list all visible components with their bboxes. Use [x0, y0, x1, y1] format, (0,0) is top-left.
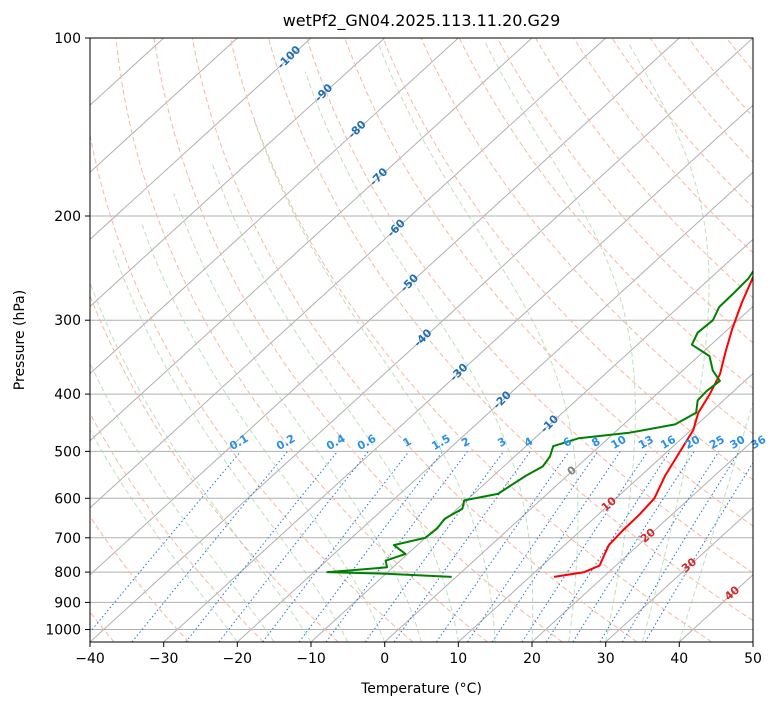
y-tick-label: 600: [54, 491, 81, 507]
mixing-ratio-line: [185, 451, 338, 642]
dry-adiabat-line: [535, 38, 753, 299]
y-tick-label: 900: [54, 595, 81, 611]
dry-adiabat-line: [191, 38, 638, 642]
mixing-ratio-line: [393, 451, 531, 642]
isotherm-line: [90, 38, 753, 642]
y-axis-label: Pressure (hPa): [12, 290, 28, 390]
x-tick-label: 30: [597, 651, 615, 667]
y-tick-label: 500: [54, 444, 81, 460]
moist-adiabat-line: [141, 224, 386, 642]
dewpoint-profile-line: [326, 269, 753, 578]
x-tick-label: 50: [744, 651, 762, 667]
mixing-ratio-line: [218, 451, 369, 642]
y-tick-label: 200: [54, 209, 81, 225]
dry-adiabat-line: [458, 38, 753, 389]
x-tick-label: −30: [149, 651, 179, 667]
dry-adiabat-line: [115, 38, 488, 642]
moist-adiabat-line: [173, 193, 422, 642]
isotherm-line: [457, 372, 753, 642]
moist-adiabats: [90, 42, 753, 642]
y-tick-label: 1000: [45, 623, 81, 639]
moist-adiabat-line: [253, 120, 496, 642]
profile-series: [326, 269, 753, 578]
x-tick-label: 0: [380, 651, 389, 667]
y-axis-ticks: 100 200 300 400 500 600 700 800 900 1000: [45, 31, 90, 639]
isotherm-line: [163, 104, 753, 642]
moist-adiabat-line: [90, 428, 238, 642]
x-tick-label: −20: [223, 651, 253, 667]
mixing-ratio-line: [435, 451, 570, 642]
mixing-ratio-line: [131, 451, 288, 642]
plot-area: [90, 38, 753, 642]
x-axis-ticks: −40 −30 −20 −10 0 10 20 30 40 50: [75, 642, 762, 667]
isotherm-line: [90, 38, 459, 375]
dry-adiabat-line: [90, 515, 190, 642]
chart-title: wetPf2_GN04.2025.113.11.20.G29: [283, 11, 561, 31]
mixing-ratio-line: [364, 451, 505, 642]
x-tick-label: −10: [296, 651, 326, 667]
plot-frame: [89, 37, 754, 643]
isotherm-line: [90, 38, 312, 241]
mixing-ratio-line: [644, 461, 753, 642]
y-tick-label: 800: [54, 565, 81, 581]
dry-adiabat-line: [496, 38, 753, 344]
mixing-ratio-line: [90, 451, 242, 633]
moist-adiabat-line: [112, 249, 349, 642]
moist-adiabat-line: [377, 42, 579, 642]
isotherm-line: [605, 507, 753, 642]
moist-adiabat-line: [678, 400, 753, 642]
dry-adiabat-line: [306, 38, 753, 574]
x-tick-label: 40: [670, 651, 688, 667]
x-axis-label: Temperature (°C): [360, 681, 482, 697]
isotherm-line: [90, 38, 607, 509]
x-tick-label: 10: [449, 651, 467, 667]
dry-adiabat-line: [268, 38, 753, 622]
y-tick-label: 700: [54, 531, 81, 547]
mixing-ratio-line: [467, 451, 599, 642]
moist-adiabat-line: [304, 71, 534, 642]
dry-adiabats: [90, 38, 753, 642]
dry-adiabat-line: [90, 132, 414, 642]
isotherm-line: [90, 38, 533, 442]
y-tick-label: 300: [54, 313, 81, 329]
dry-adiabat-line: [382, 38, 753, 481]
mixing-ratio-line: [572, 451, 695, 642]
temperature-profile-line: [553, 274, 753, 578]
x-tick-label: 20: [523, 651, 541, 667]
mixing-ratio-line: [599, 451, 720, 642]
isotherm-line: [90, 38, 386, 308]
moist-adiabat-line: [90, 281, 312, 642]
y-tick-label: 400: [54, 387, 81, 403]
dry-adiabat-line: [229, 38, 712, 642]
isotherm-line: [384, 305, 753, 642]
dry-adiabat-line: [649, 38, 753, 164]
isotherm-line: [90, 38, 238, 173]
moist-adiabat-line: [627, 42, 710, 642]
moist-adiabat-line: [485, 42, 636, 642]
mixing-ratio-lines: [90, 451, 753, 642]
dry-adiabat-line: [344, 38, 753, 527]
isotherm-line: [236, 171, 753, 642]
isotherm-line: [531, 439, 753, 642]
dry-adiabat-line: [420, 38, 753, 435]
moist-adiabat-line: [90, 362, 275, 642]
mixing-ratio-line: [621, 451, 740, 642]
x-tick-label: −40: [75, 651, 105, 667]
isotherm-line: [90, 38, 680, 576]
isotherm-gridlines: [90, 38, 753, 642]
y-tick-label: 100: [54, 31, 81, 47]
